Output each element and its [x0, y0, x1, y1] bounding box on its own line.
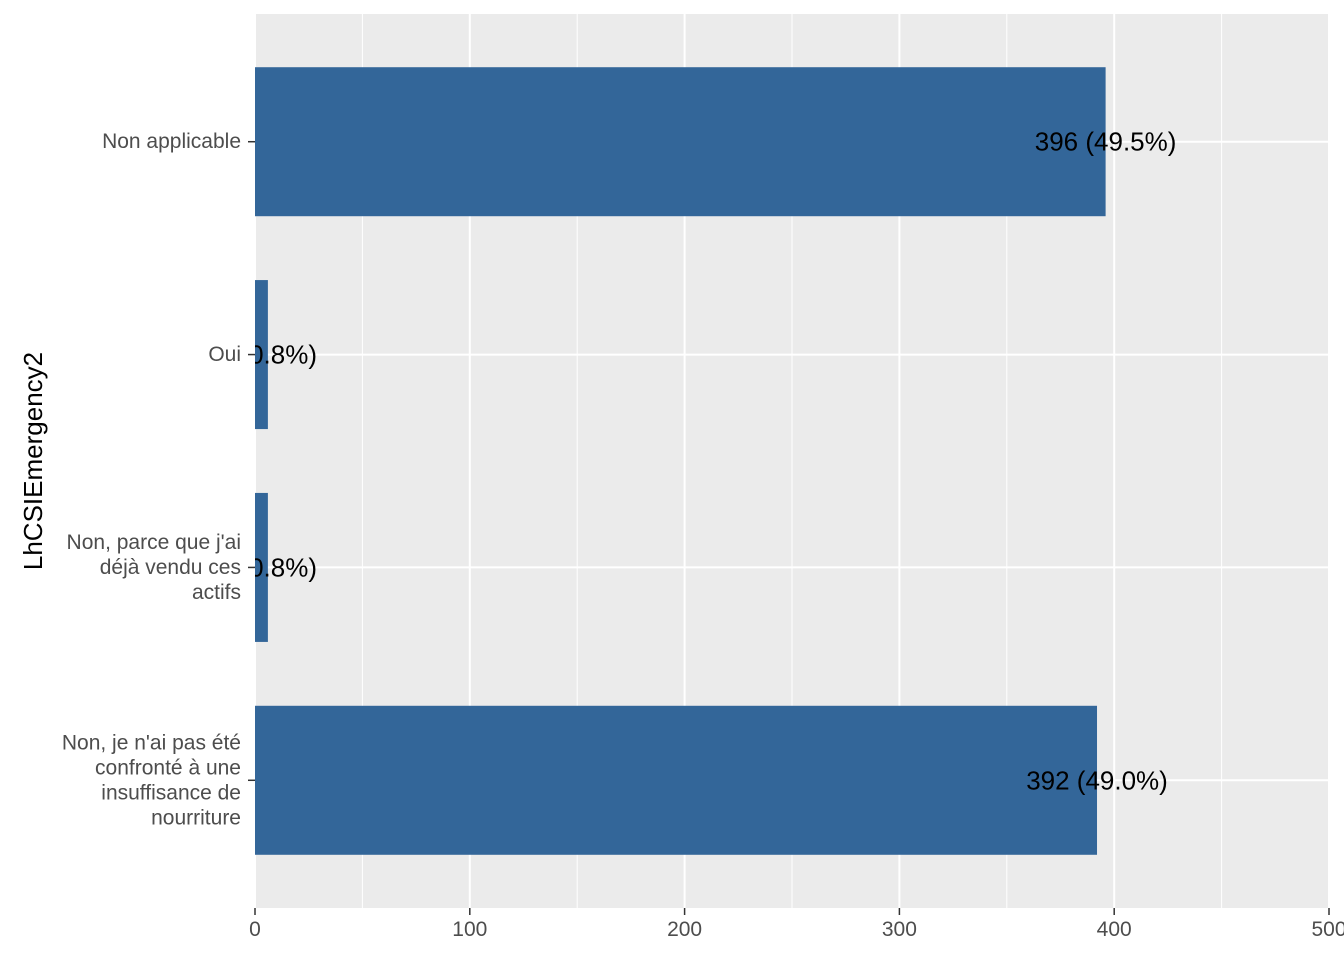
y-axis-title: LhCSIEmergency2: [18, 352, 48, 570]
y-axis: Non applicable Oui Non, parce que j'ai déjà…: [62, 130, 255, 829]
bars: [255, 67, 1106, 855]
data-label: 6 (0.8%): [219, 552, 317, 582]
data-labels: 396 (49.5%) 6 (0.8%) 6 (0.8%) 392 (49.0%): [219, 127, 1177, 796]
x-tick-label: 100: [452, 918, 487, 941]
bar: [255, 280, 268, 430]
bar: [255, 705, 1098, 855]
x-tick-label: 300: [882, 918, 917, 941]
y-tick-label: Non applicable: [102, 130, 241, 153]
y-tick-label: Oui: [208, 343, 241, 366]
y-tick-label: Non, je n'ai pas été confronté à une insuf…: [62, 731, 241, 829]
y-tick-label: Non, parce que j'ai déjà vendu ces actifs: [67, 531, 241, 604]
bar: [255, 67, 1106, 217]
x-tick-label: 200: [667, 918, 702, 941]
x-tick-label: 0: [249, 918, 261, 941]
data-label: 6 (0.8%): [219, 340, 317, 370]
data-label: 396 (49.5%): [1035, 127, 1177, 157]
data-label: 392 (49.0%): [1026, 765, 1168, 795]
x-tick-label: 400: [1097, 918, 1132, 941]
x-axis: 0 100 200 300 400 500: [249, 908, 1344, 941]
bar: [255, 492, 268, 642]
x-tick-label: 500: [1311, 918, 1344, 941]
